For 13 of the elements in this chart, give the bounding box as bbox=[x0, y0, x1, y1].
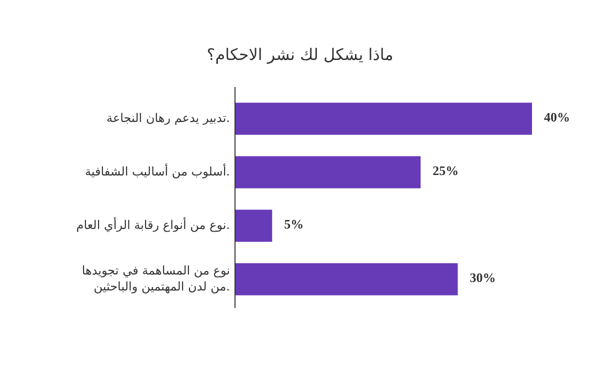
y-tick-label: أسلوب من أساليب الشفافية. bbox=[84, 164, 230, 179]
data-label: 30% bbox=[470, 270, 496, 286]
y-tick-label: نوع من المساهمة في تجويدها من لدن المهتمين والباحثين. bbox=[82, 264, 230, 294]
data-label: 25% bbox=[432, 163, 459, 178]
data-label: 5% bbox=[284, 216, 304, 232]
data-label: 40% bbox=[544, 110, 570, 125]
y-tick-label: تدبير يدعم رهان النجاعة. bbox=[106, 111, 230, 126]
bar bbox=[235, 263, 458, 296]
y-tick-label: نوع من أنواع رقابة الرأي العام. bbox=[76, 217, 230, 232]
bar bbox=[235, 102, 532, 135]
bar bbox=[235, 210, 272, 242]
chart-title: ماذا يشكل لك نشر الاحكام؟ bbox=[206, 45, 394, 64]
bar bbox=[235, 156, 421, 188]
